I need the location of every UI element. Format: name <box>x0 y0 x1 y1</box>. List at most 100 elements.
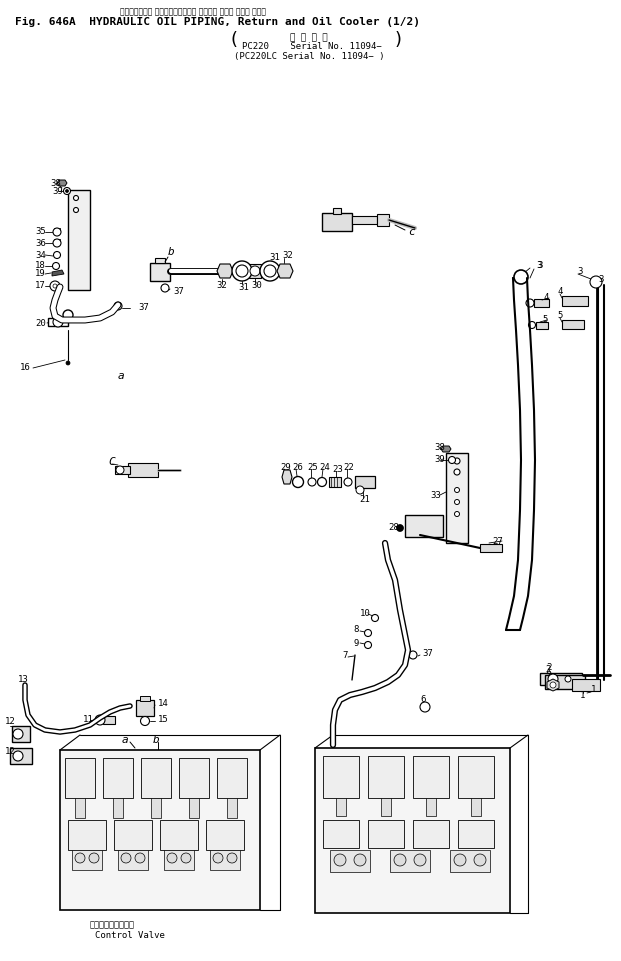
Text: PC220    Serial No. 11094−: PC220 Serial No. 11094− <box>242 42 382 51</box>
Circle shape <box>454 854 466 866</box>
Text: 32: 32 <box>216 282 227 290</box>
Circle shape <box>565 676 571 682</box>
Circle shape <box>548 674 558 684</box>
Text: Control Valve: Control Valve <box>95 930 165 940</box>
Text: 適 用 号 機: 適 用 号 機 <box>290 33 328 42</box>
Text: 1: 1 <box>591 685 596 695</box>
Bar <box>405 515 443 537</box>
Bar <box>323 820 359 848</box>
Circle shape <box>140 717 150 726</box>
Circle shape <box>550 682 556 688</box>
Bar <box>54 228 60 231</box>
Circle shape <box>13 729 23 739</box>
Text: 3: 3 <box>536 260 542 269</box>
Bar <box>368 820 404 848</box>
Bar <box>128 463 158 477</box>
Circle shape <box>50 281 60 291</box>
Text: 22: 22 <box>343 462 354 472</box>
Circle shape <box>292 477 304 487</box>
Circle shape <box>63 310 73 320</box>
Text: 3: 3 <box>598 276 604 284</box>
Circle shape <box>89 853 99 863</box>
Bar <box>458 756 494 798</box>
Circle shape <box>371 614 379 622</box>
Bar <box>72 850 102 870</box>
Circle shape <box>317 478 327 486</box>
Text: 4: 4 <box>544 292 550 302</box>
Circle shape <box>590 276 602 288</box>
Circle shape <box>250 266 260 276</box>
Text: b: b <box>168 247 175 257</box>
Circle shape <box>121 853 131 863</box>
Bar <box>413 820 449 848</box>
Bar <box>155 258 165 263</box>
Text: c: c <box>408 227 415 237</box>
Circle shape <box>526 299 534 307</box>
Text: 20: 20 <box>35 318 46 328</box>
Text: 33: 33 <box>430 490 441 500</box>
Text: a: a <box>118 371 125 381</box>
Bar <box>330 850 370 872</box>
Circle shape <box>63 187 71 194</box>
Text: 18: 18 <box>35 261 46 270</box>
Text: 11: 11 <box>83 716 94 725</box>
Text: 39: 39 <box>52 186 63 195</box>
Circle shape <box>394 854 406 866</box>
Bar <box>10 748 32 764</box>
Bar <box>333 208 341 214</box>
Bar <box>368 756 404 798</box>
Text: b: b <box>153 735 160 745</box>
Bar <box>315 748 510 913</box>
Circle shape <box>73 208 78 212</box>
Circle shape <box>161 284 169 292</box>
Bar <box>540 673 582 685</box>
Bar <box>227 798 237 818</box>
Bar <box>352 216 377 224</box>
Bar <box>322 213 352 231</box>
Bar <box>141 758 171 798</box>
Text: コントロールバルブ: コントロールバルブ <box>90 921 135 929</box>
Circle shape <box>227 853 237 863</box>
Text: 29: 29 <box>280 462 291 472</box>
Circle shape <box>396 525 404 531</box>
Bar <box>329 477 341 487</box>
Circle shape <box>354 854 366 866</box>
Bar <box>450 850 490 872</box>
Circle shape <box>414 854 426 866</box>
Circle shape <box>260 261 280 281</box>
Bar <box>68 820 106 850</box>
Text: 25: 25 <box>307 462 318 472</box>
Circle shape <box>344 478 352 486</box>
Text: 19: 19 <box>35 269 46 279</box>
Text: 24: 24 <box>319 462 330 472</box>
Text: 36: 36 <box>35 238 46 248</box>
Bar <box>150 263 170 281</box>
Bar <box>217 758 247 798</box>
Bar <box>151 798 161 818</box>
Bar <box>136 700 154 716</box>
Polygon shape <box>217 264 233 278</box>
Circle shape <box>53 262 60 269</box>
Text: 28: 28 <box>388 523 399 531</box>
Circle shape <box>474 854 486 866</box>
Text: 31: 31 <box>269 254 279 262</box>
Text: 26: 26 <box>292 462 303 472</box>
Text: 6: 6 <box>420 696 425 704</box>
Bar <box>471 798 481 816</box>
Polygon shape <box>52 270 64 276</box>
Text: 35: 35 <box>35 228 46 236</box>
Circle shape <box>213 853 223 863</box>
Circle shape <box>135 853 145 863</box>
Bar <box>413 756 449 798</box>
Bar <box>545 675 585 689</box>
Circle shape <box>365 629 371 636</box>
Text: 13: 13 <box>18 676 29 684</box>
Bar <box>48 318 68 326</box>
Bar <box>12 726 30 742</box>
Circle shape <box>53 239 61 247</box>
Bar <box>65 758 95 798</box>
Bar <box>140 696 150 701</box>
Bar <box>249 264 261 278</box>
Text: 5: 5 <box>542 315 547 325</box>
Polygon shape <box>441 446 451 452</box>
